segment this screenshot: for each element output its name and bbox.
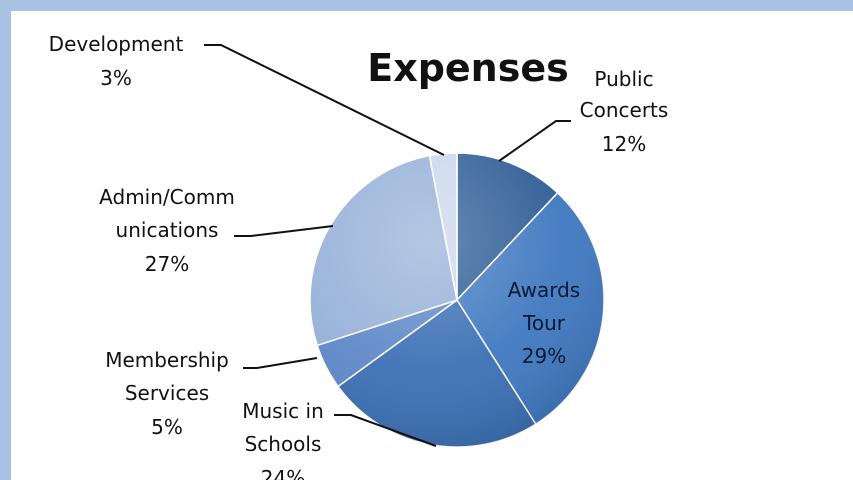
label-awards-tour-pct: 29% (522, 344, 566, 368)
label-membership-services: Membership Services 5% (105, 348, 229, 439)
leader-development (204, 44, 445, 156)
label-development: Development 3% (49, 32, 184, 90)
label-awards-tour-line2: Tour (522, 311, 566, 335)
label-admin-line2: unications (116, 218, 219, 242)
leader-public-concerts (498, 120, 571, 162)
label-membership-line1: Membership (105, 348, 229, 372)
label-admin-line1: Admin/Comm (99, 185, 235, 209)
label-music-pct: 24% (261, 466, 305, 480)
label-awards-tour-line1: Awards (508, 278, 580, 302)
pie-chart: Expenses Public Concerts 12% Awards Tour… (49, 32, 669, 480)
label-public-concerts-line1: Public (594, 67, 653, 91)
label-public-concerts: Public Concerts 12% (580, 67, 669, 156)
label-development-pct: 3% (100, 66, 132, 90)
label-public-concerts-line2: Concerts (580, 98, 669, 122)
chart-frame: Expenses Public Concerts 12% Awards Tour… (11, 11, 853, 480)
leader-admin (234, 225, 334, 237)
label-membership-line2: Services (125, 381, 209, 405)
leader-music (334, 414, 437, 447)
label-music-line1: Music in (242, 399, 324, 423)
label-admin-communications: Admin/Comm unications 27% (99, 185, 235, 276)
label-public-concerts-pct: 12% (602, 132, 646, 156)
label-admin-pct: 27% (145, 252, 189, 276)
chart-title: Expenses (367, 46, 569, 90)
label-music-line2: Schools (245, 432, 322, 456)
leader-membership (243, 357, 318, 369)
label-development-line1: Development (49, 32, 184, 56)
label-music-in-schools: Music in Schools 24% (242, 399, 324, 480)
label-membership-pct: 5% (151, 415, 183, 439)
label-awards-tour: Awards Tour 29% (508, 278, 580, 368)
